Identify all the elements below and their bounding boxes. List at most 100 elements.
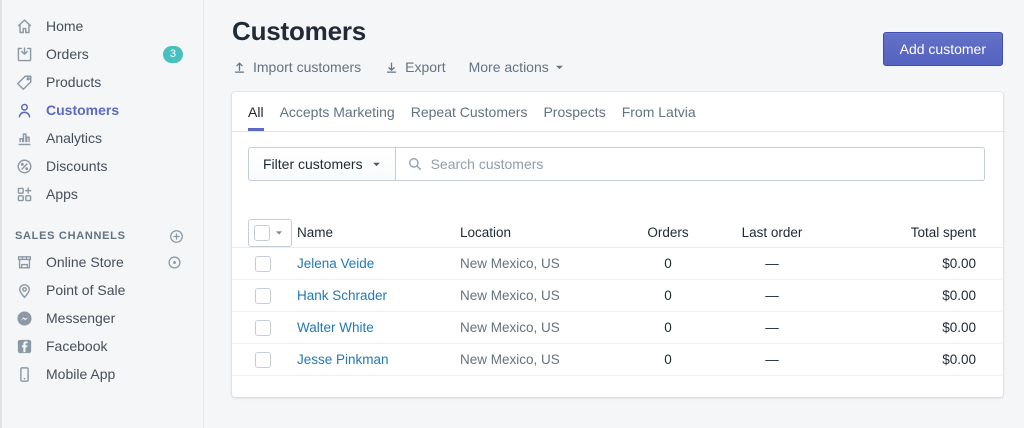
select-all-checkbox[interactable]: [254, 224, 270, 241]
sidebar-item-label: Messenger: [46, 310, 116, 326]
column-header-total-spent: Total spent: [910, 225, 976, 240]
sidebar-item-label: Discounts: [46, 158, 108, 174]
sidebar-item-discounts[interactable]: Discounts: [2, 152, 203, 180]
sidebar-item-label: Customers: [46, 102, 120, 118]
analytics-icon: [15, 129, 34, 148]
sidebar-item-home[interactable]: Home: [2, 12, 203, 40]
caret-down-icon: [372, 160, 381, 169]
export-button[interactable]: Export: [384, 59, 446, 75]
facebook-icon: [15, 337, 34, 356]
table-row[interactable]: Jesse Pinkman New Mexico, US 0 — $0.00: [232, 344, 1003, 376]
sidebar-item-label: Home: [46, 18, 84, 34]
tab-all[interactable]: All: [248, 92, 264, 131]
filter-customers-button[interactable]: Filter customers: [248, 147, 396, 181]
column-header-location: Location: [460, 225, 512, 240]
sidebar-item-label: Analytics: [46, 130, 103, 146]
tab-repeat-customers[interactable]: Repeat Customers: [410, 103, 528, 120]
customer-tabs: All Accepts Marketing Repeat Customers P…: [232, 92, 1003, 132]
more-actions-button[interactable]: More actions: [469, 59, 564, 75]
column-header-last-order: Last order: [741, 225, 803, 240]
sidebar-item-apps[interactable]: Apps: [2, 180, 203, 208]
page-title: Customers: [232, 16, 367, 46]
more-actions-label: More actions: [468, 59, 549, 75]
tab-from-latvia[interactable]: From Latvia: [621, 103, 696, 120]
row-checkbox[interactable]: [255, 351, 271, 368]
customer-location: New Mexico, US: [460, 256, 560, 271]
page-actions: Import customers Export More actions: [232, 59, 1003, 75]
customer-orders: 0: [664, 288, 672, 303]
sidebar-item-facebook[interactable]: Facebook: [2, 332, 203, 360]
customer-orders: 0: [664, 320, 672, 335]
apps-icon: [15, 185, 34, 204]
sidebar-item-label: Online Store: [46, 254, 124, 270]
table-row[interactable]: Jelena Veide New Mexico, US 0 — $0.00: [232, 248, 1003, 280]
customer-name-link[interactable]: Hank Schrader: [297, 288, 388, 303]
row-checkbox[interactable]: [255, 319, 271, 336]
sales-channels-header: SALES CHANNELS: [2, 224, 203, 248]
sidebar-item-analytics[interactable]: Analytics: [2, 124, 203, 152]
caret-down-icon: [555, 63, 564, 72]
export-icon: [384, 60, 399, 75]
add-customer-button[interactable]: Add customer: [882, 32, 1003, 66]
home-icon: [15, 17, 34, 36]
row-checkbox[interactable]: [255, 255, 271, 272]
sidebar-item-point-of-sale[interactable]: Point of Sale: [2, 276, 203, 304]
sidebar-item-label: Apps: [46, 186, 78, 202]
customer-last-order: —: [765, 320, 779, 335]
orders-icon: [15, 45, 34, 64]
table-header: Name Location Orders Last order Total sp…: [232, 218, 1003, 248]
point-of-sale-icon: [15, 281, 34, 300]
customers-icon: [15, 101, 34, 120]
products-icon: [15, 73, 34, 92]
orders-count-badge: 3: [162, 45, 183, 63]
sidebar-item-products[interactable]: Products: [2, 68, 203, 96]
table-row[interactable]: Walter White New Mexico, US 0 — $0.00: [232, 312, 1003, 344]
customer-name-link[interactable]: Jesse Pinkman: [297, 352, 389, 367]
row-checkbox[interactable]: [255, 287, 271, 304]
customer-last-order: —: [765, 352, 779, 367]
sidebar-item-label: Mobile App: [46, 366, 116, 382]
customer-orders: 0: [664, 256, 672, 271]
customer-total-spent: $0.00: [942, 256, 976, 271]
customer-total-spent: $0.00: [942, 288, 976, 303]
tab-accepts-marketing[interactable]: Accepts Marketing: [279, 103, 395, 120]
search-customers-input[interactable]: [430, 156, 973, 172]
filter-row: Filter customers: [232, 132, 1003, 196]
main-content: Customers Import customers Export More a…: [204, 0, 1024, 428]
customer-total-spent: $0.00: [942, 352, 976, 367]
customer-orders: 0: [664, 352, 672, 367]
customer-last-order: —: [765, 288, 779, 303]
sidebar: Home Orders 3 Products Customers Analyti…: [0, 0, 204, 428]
customer-last-order: —: [765, 256, 779, 271]
customer-name-link[interactable]: Jelena Veide: [297, 256, 375, 271]
column-header-name: Name: [297, 225, 334, 240]
sales-channels-title: SALES CHANNELS: [15, 230, 126, 242]
customer-location: New Mexico, US: [460, 288, 560, 303]
customer-name-link[interactable]: Walter White: [297, 320, 374, 335]
caret-down-icon: [275, 229, 283, 237]
view-online-store-eye-icon[interactable]: [166, 254, 183, 271]
customer-location: New Mexico, US: [460, 352, 560, 367]
customers-card: All Accepts Marketing Repeat Customers P…: [232, 92, 1003, 397]
sidebar-item-orders[interactable]: Orders 3: [2, 40, 203, 68]
discounts-icon: [15, 157, 34, 176]
filter-customers-label: Filter customers: [263, 156, 363, 172]
search-box: [395, 147, 985, 181]
sidebar-item-online-store[interactable]: Online Store: [2, 248, 203, 276]
sidebar-item-messenger[interactable]: Messenger: [2, 304, 203, 332]
messenger-icon: [15, 309, 34, 328]
add-channel-icon[interactable]: [168, 228, 185, 245]
sidebar-item-label: Products: [46, 74, 102, 90]
import-customers-button[interactable]: Import customers: [232, 59, 361, 75]
sidebar-item-mobile-app[interactable]: Mobile App: [2, 360, 203, 388]
import-customers-label: Import customers: [253, 59, 362, 75]
customer-location: New Mexico, US: [460, 320, 560, 335]
table-row[interactable]: Hank Schrader New Mexico, US 0 — $0.00: [232, 280, 1003, 312]
sidebar-item-label: Orders: [46, 46, 89, 62]
sidebar-item-customers[interactable]: Customers: [2, 96, 203, 124]
sidebar-item-label: Point of Sale: [46, 282, 126, 298]
tab-prospects[interactable]: Prospects: [543, 103, 606, 120]
mobile-app-icon: [15, 365, 34, 384]
import-icon: [232, 60, 247, 75]
select-all-control[interactable]: [248, 218, 292, 247]
